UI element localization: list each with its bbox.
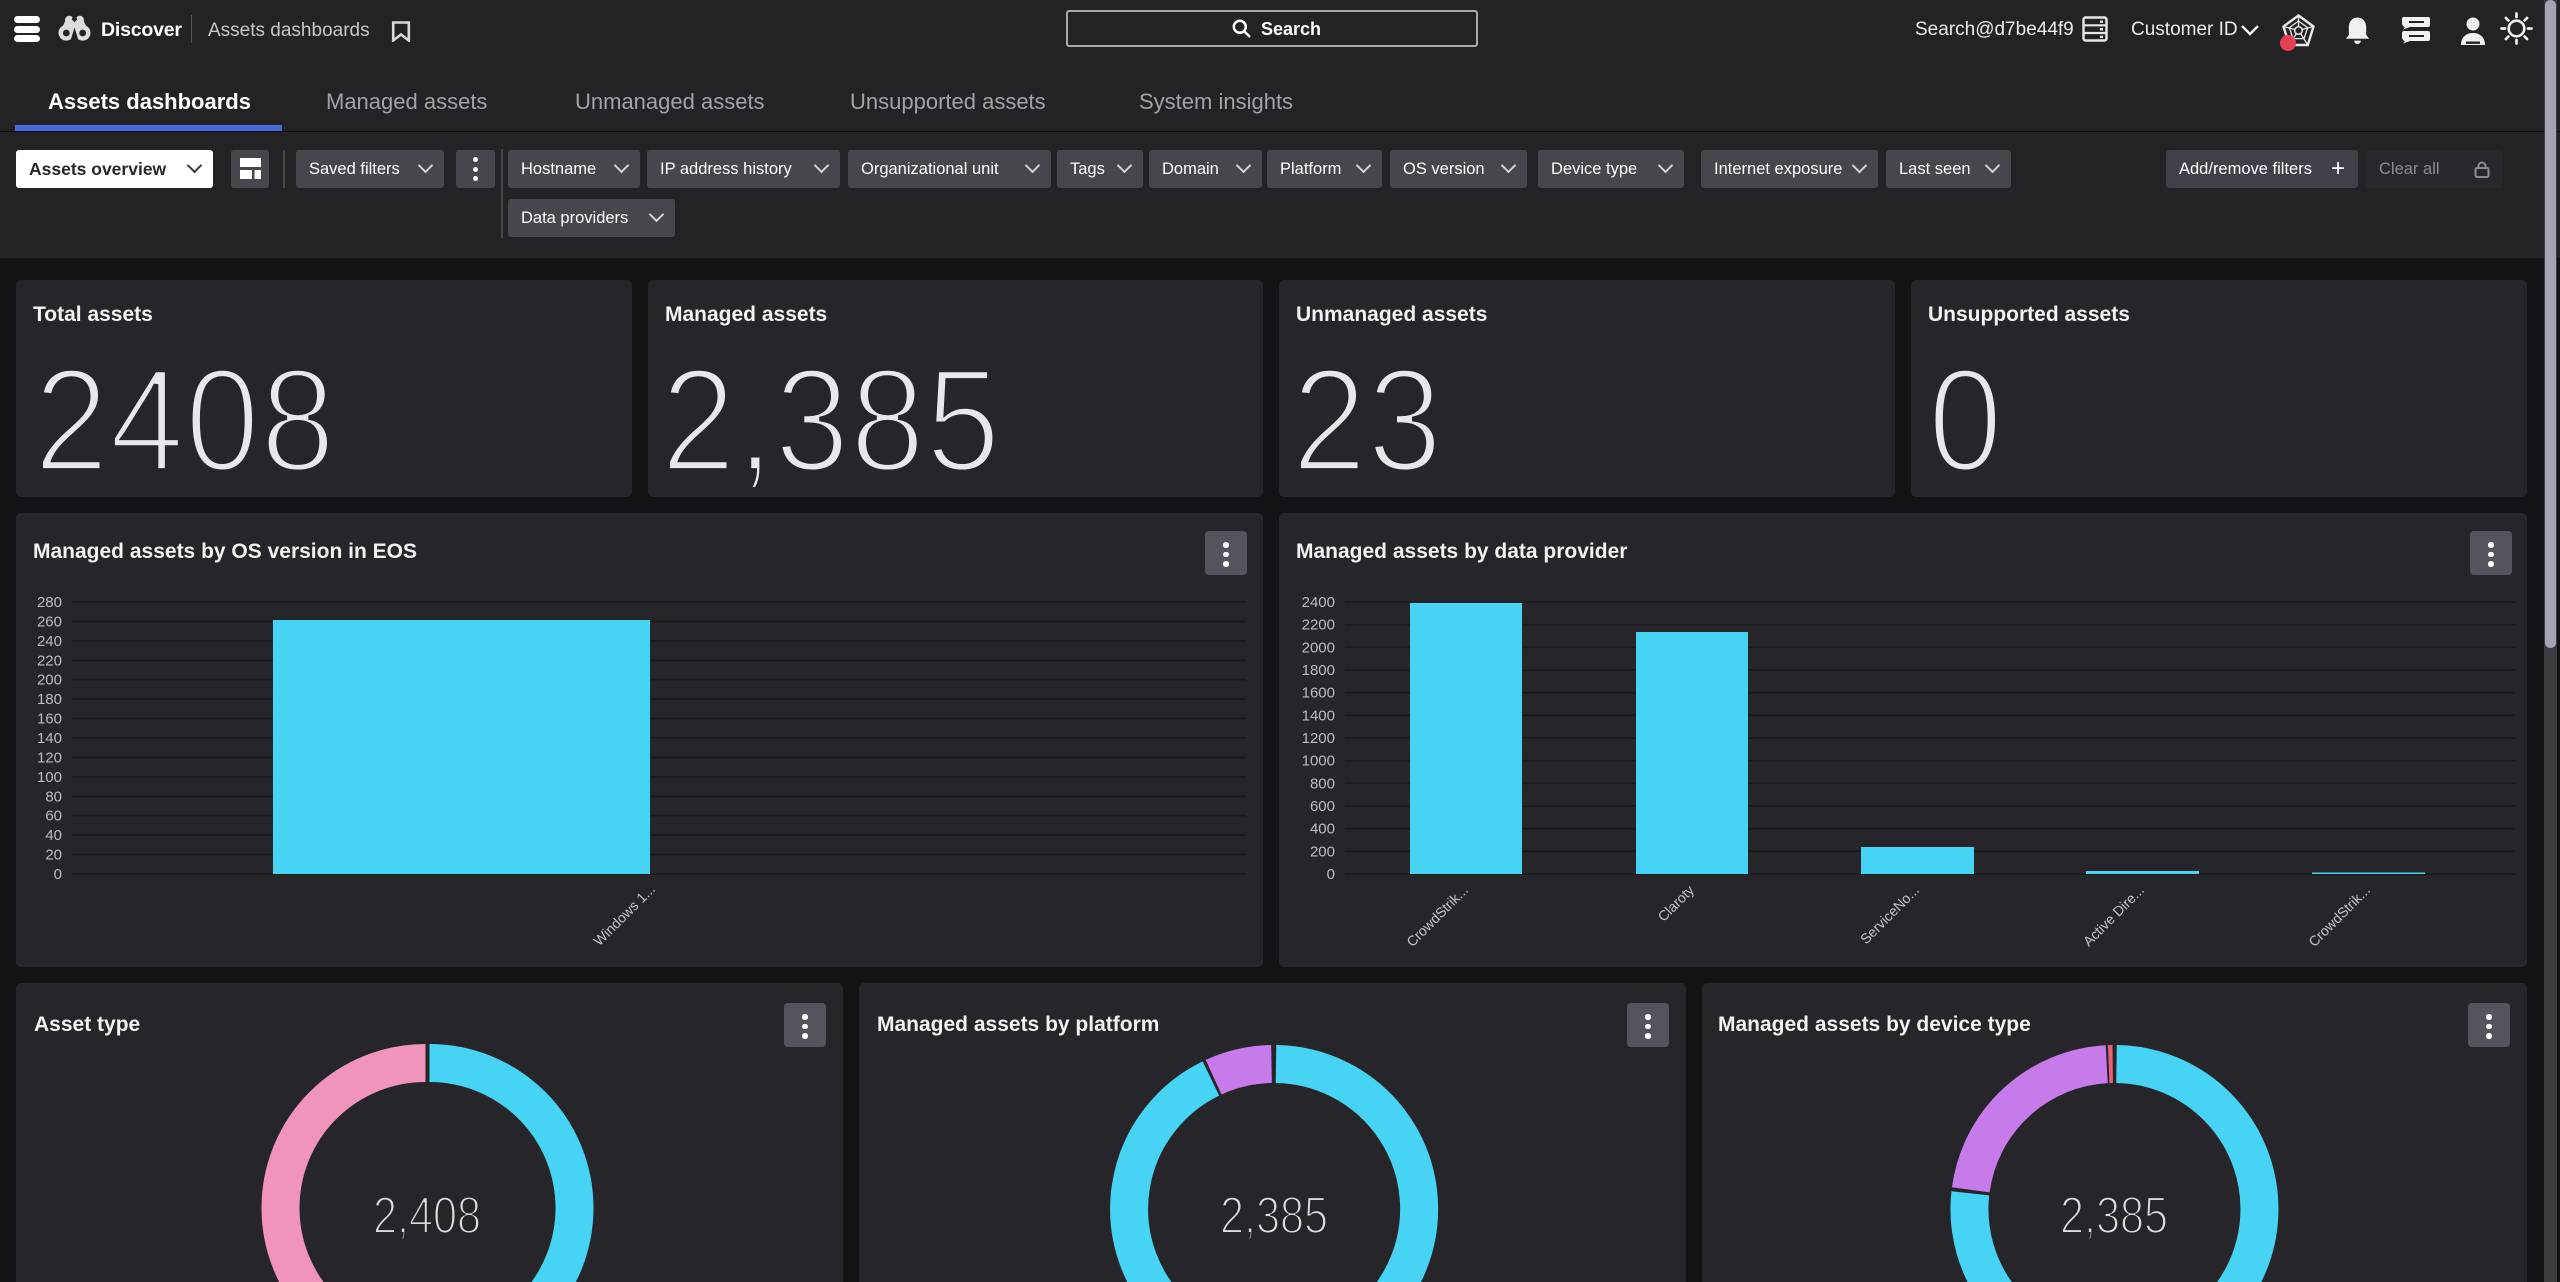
svg-text:1200: 1200 [1302,730,1335,747]
svg-text:CrowdStrik...: CrowdStrik... [1403,882,1471,950]
svg-text:0: 0 [54,866,62,883]
svg-text:ServiceNo...: ServiceNo... [1857,882,1922,947]
svg-text:400: 400 [1310,821,1335,838]
svg-text:200: 200 [1310,843,1335,860]
svg-text:120: 120 [37,749,62,766]
svg-text:CrowdStrik...: CrowdStrik... [2305,882,2373,950]
svg-text:100: 100 [37,769,62,786]
svg-text:2,385: 2,385 [2060,1187,2168,1245]
svg-text:60: 60 [45,808,62,825]
svg-text:200: 200 [37,672,62,689]
svg-text:0: 0 [1327,866,1335,883]
svg-text:1800: 1800 [1302,662,1335,679]
svg-text:220: 220 [37,652,62,669]
svg-text:600: 600 [1310,798,1335,815]
svg-text:2400: 2400 [1302,594,1335,611]
svg-text:Claroty: Claroty [1654,882,1697,925]
svg-text:2,408: 2,408 [373,1187,481,1245]
svg-text:180: 180 [37,691,62,708]
svg-text:800: 800 [1310,775,1335,792]
svg-text:280: 280 [37,594,62,611]
svg-text:1400: 1400 [1302,707,1335,724]
svg-text:140: 140 [37,730,62,747]
svg-text:2200: 2200 [1302,617,1335,634]
svg-text:40: 40 [45,827,62,844]
svg-text:240: 240 [37,633,62,650]
svg-text:Active Dire...: Active Dire... [2080,882,2147,949]
svg-text:2,385: 2,385 [1220,1187,1328,1245]
svg-text:260: 260 [37,613,62,630]
svg-text:1000: 1000 [1302,753,1335,770]
svg-text:2000: 2000 [1302,639,1335,656]
svg-text:1600: 1600 [1302,685,1335,702]
svg-text:20: 20 [45,847,62,864]
svg-text:Windows 1...: Windows 1... [590,881,658,949]
svg-text:160: 160 [37,711,62,728]
svg-text:80: 80 [45,788,62,805]
